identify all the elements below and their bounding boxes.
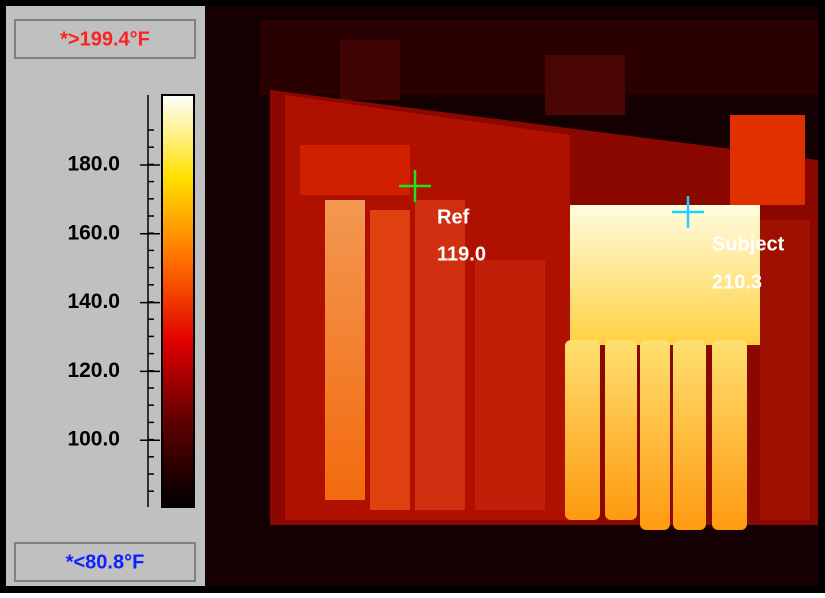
hot-strap	[712, 340, 747, 530]
region	[300, 145, 410, 195]
marker-label: Ref	[437, 206, 470, 228]
hot-strap	[565, 340, 600, 520]
tick-label: 100.0	[67, 428, 120, 451]
max-label: *>199.4°F	[60, 28, 150, 50]
tick-label: 140.0	[67, 290, 120, 313]
breaker	[545, 55, 625, 115]
hot-strap	[605, 340, 637, 520]
tick-label: 180.0	[67, 153, 120, 176]
strap	[475, 260, 545, 510]
thermal-viewer: *>199.4°F *<80.8°F 180.0 160.0 140.0 120.0 1…	[0, 0, 825, 593]
hot-strap	[673, 340, 706, 530]
tick-label: 160.0	[67, 221, 120, 244]
tick-label: 120.0	[67, 359, 120, 382]
marker-value: 210.3	[712, 271, 762, 293]
breaker	[340, 40, 400, 100]
color-bar	[162, 95, 194, 507]
hot-strap	[640, 340, 670, 530]
strap	[325, 200, 365, 500]
marker-value: 119.0	[437, 243, 486, 265]
strap	[370, 210, 410, 510]
region	[760, 220, 810, 520]
hot-spot	[730, 115, 805, 205]
min-label: *<80.8°F	[66, 551, 145, 573]
marker-label: Subject	[712, 233, 785, 255]
